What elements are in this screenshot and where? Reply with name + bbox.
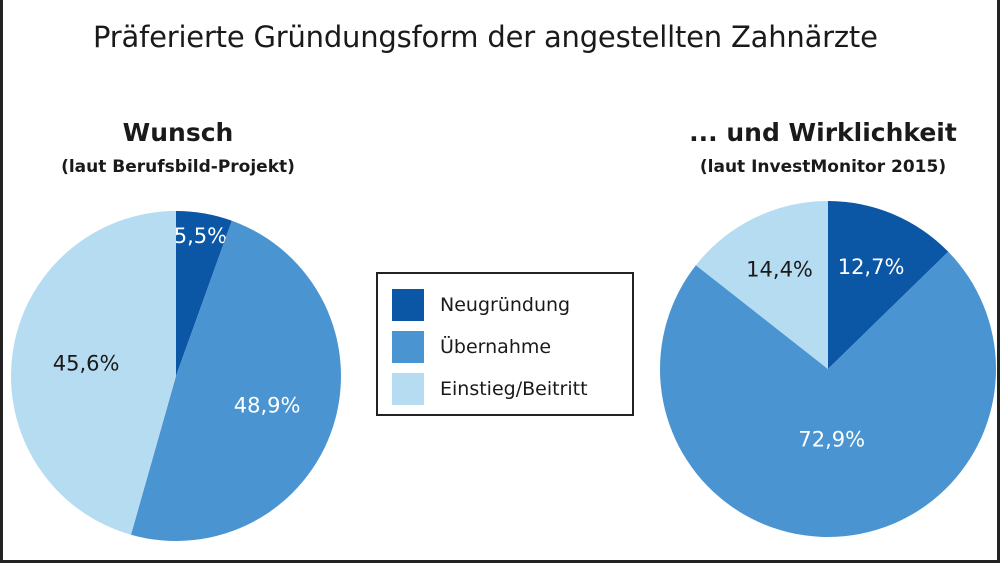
left-pie-slice-2	[11, 211, 176, 535]
right-pie-slice-1	[660, 251, 996, 538]
legend-swatch	[392, 373, 424, 405]
legend-item-uebernahme: Übernahme	[392, 326, 632, 368]
left-pie-label-0: 5,5%	[174, 224, 227, 248]
left-chart-title: Wunsch	[122, 118, 234, 147]
legend: Neugründung Übernahme Einstieg/Beitritt	[376, 272, 634, 416]
legend-swatch	[392, 331, 424, 363]
left-pie-chart: 5,5% 48,9% 45,6%	[11, 211, 341, 541]
left-pie-label-1: 48,9%	[234, 393, 301, 417]
legend-item-einstieg: Einstieg/Beitritt	[392, 368, 632, 410]
right-chart-subtitle: (laut InvestMonitor 2015)	[699, 157, 947, 177]
right-pie-chart: 12,7% 72,9% 14,4%	[660, 201, 996, 538]
legend-item-neugruendung: Neugründung	[392, 284, 632, 326]
page-title: Präferierte Gründungsform der angestellt…	[93, 20, 878, 54]
right-pie-slice-0	[828, 201, 949, 369]
right-pie-label-1: 72,9%	[798, 427, 865, 451]
right-chart-title: ... und Wirklichkeit	[689, 118, 957, 147]
left-chart-subtitle: (laut Berufsbild-Projekt)	[61, 157, 295, 177]
right-pie-label-0: 12,7%	[838, 255, 905, 279]
left-pie-slice-0	[176, 211, 232, 376]
right-pie-slice-2	[695, 201, 828, 369]
legend-label: Einstieg/Beitritt	[440, 378, 588, 400]
left-pie-slice-1	[130, 220, 341, 541]
legend-label: Übernahme	[440, 336, 552, 358]
left-pie-label-2: 45,6%	[53, 351, 120, 375]
right-pie-label-2: 14,4%	[746, 257, 813, 281]
legend-label: Neugründung	[440, 294, 571, 316]
legend-swatch	[392, 289, 424, 321]
